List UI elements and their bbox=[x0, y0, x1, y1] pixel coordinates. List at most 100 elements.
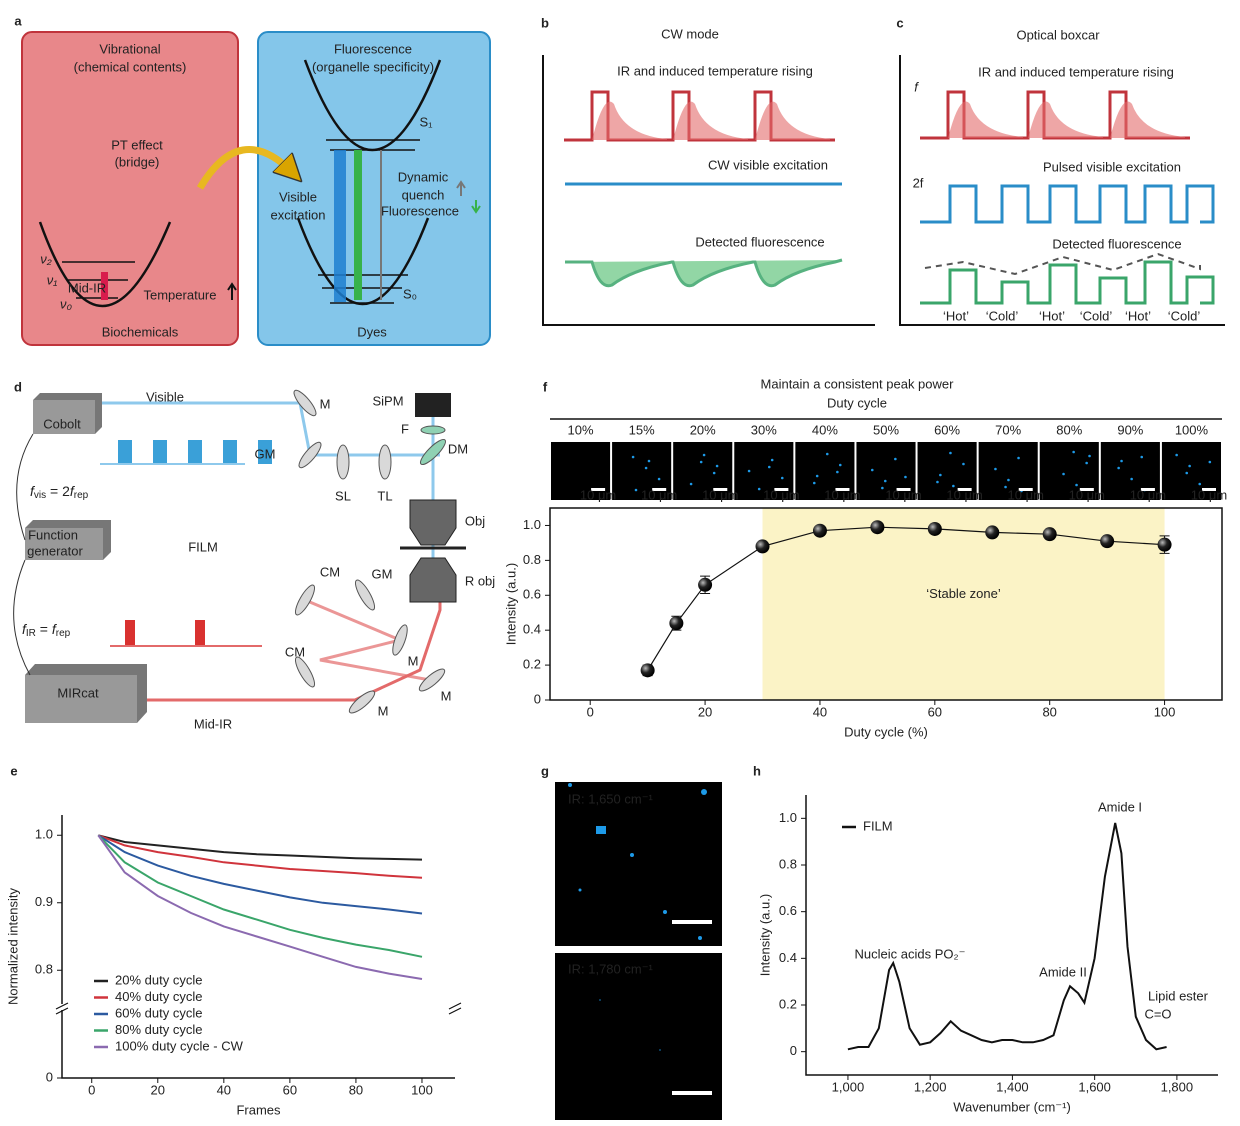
label: ‘Cold’ bbox=[1168, 308, 1201, 323]
label: (bridge) bbox=[115, 154, 160, 169]
ir-pulse bbox=[125, 620, 135, 646]
label: (chemical contents) bbox=[74, 59, 187, 74]
label: SiPM bbox=[372, 393, 403, 408]
label: M bbox=[378, 703, 389, 718]
label: ν₀ bbox=[60, 296, 73, 311]
spot bbox=[1085, 461, 1088, 465]
image-1650 bbox=[555, 782, 722, 946]
peak-annotation: Lipid ester bbox=[1148, 988, 1209, 1003]
label: 90% bbox=[1117, 422, 1143, 437]
shape bbox=[293, 389, 317, 417]
label: S₁ bbox=[419, 114, 433, 129]
y-tick-label: 0.4 bbox=[523, 622, 541, 637]
label: FILM bbox=[188, 539, 218, 554]
excitation-beam bbox=[334, 150, 346, 302]
peak-annotation: Amide I bbox=[1098, 799, 1142, 814]
spot bbox=[1198, 482, 1202, 486]
label: 50% bbox=[873, 422, 899, 437]
shape bbox=[392, 624, 408, 656]
spot bbox=[952, 484, 955, 488]
panel-label: h bbox=[753, 763, 761, 778]
image-strip bbox=[550, 418, 1222, 500]
legend-label: 20% duty cycle bbox=[115, 972, 202, 987]
spot bbox=[883, 479, 887, 483]
mircat-box bbox=[25, 675, 137, 723]
y-tick-label: 1.0 bbox=[779, 810, 797, 825]
down-arrow bbox=[471, 200, 481, 214]
label: Vibrational bbox=[99, 41, 160, 56]
point bbox=[812, 523, 827, 538]
visible-pulse bbox=[153, 440, 167, 464]
y-tick-label: 0 bbox=[534, 691, 541, 706]
label: Detected fluorescence bbox=[1052, 236, 1181, 251]
optics bbox=[293, 389, 447, 714]
formula-part: = 2 bbox=[46, 483, 70, 499]
label: M bbox=[320, 396, 331, 411]
label: IR and induced temperature rising bbox=[978, 64, 1174, 79]
formula-part: f bbox=[22, 621, 28, 637]
peak-annotation: Amide II bbox=[1039, 964, 1087, 979]
legend-label: 40% duty cycle bbox=[115, 989, 202, 1004]
spot bbox=[712, 471, 716, 475]
spot bbox=[1140, 455, 1144, 459]
label: 100% bbox=[1175, 422, 1209, 437]
ir-pulse bbox=[195, 620, 205, 646]
label: ‘Cold’ bbox=[986, 308, 1019, 323]
emission-beam bbox=[354, 150, 362, 300]
label: 2f bbox=[913, 175, 924, 190]
legend-label: 80% duty cycle bbox=[115, 1022, 202, 1037]
formula: fIR = frep bbox=[22, 621, 71, 639]
vibrational-levels bbox=[62, 261, 135, 299]
spot bbox=[1072, 450, 1075, 454]
scale-label: 10 μm bbox=[1069, 487, 1105, 502]
cobolt-box bbox=[33, 400, 95, 434]
visible-pulse bbox=[188, 440, 202, 464]
plot-frame bbox=[549, 507, 1223, 701]
formula-part: f bbox=[30, 483, 36, 499]
series-line bbox=[847, 822, 1167, 1051]
panel-label: a bbox=[14, 13, 22, 28]
x-tick-label: 0 bbox=[587, 704, 594, 719]
label: excitation bbox=[271, 207, 326, 222]
shape bbox=[568, 783, 572, 787]
point bbox=[698, 577, 713, 592]
spot bbox=[1120, 459, 1123, 463]
mircat-box-3d bbox=[25, 664, 147, 723]
x-tick-label: 100 bbox=[411, 1082, 433, 1097]
series-line bbox=[98, 834, 423, 861]
ir-beam bbox=[140, 600, 442, 702]
label: ν₂ bbox=[40, 251, 52, 266]
panel-label: f bbox=[543, 379, 548, 394]
peak-annotation: C=O bbox=[1144, 1006, 1171, 1021]
x-tick-label: 0 bbox=[88, 1082, 95, 1097]
point bbox=[927, 521, 942, 536]
spot bbox=[1088, 454, 1091, 458]
label: M bbox=[441, 688, 452, 703]
point bbox=[669, 616, 684, 631]
up-arrow bbox=[456, 180, 466, 196]
formula-part: = bbox=[36, 621, 52, 637]
x-tick-label: 60 bbox=[283, 1082, 297, 1097]
spot bbox=[715, 464, 719, 468]
temperature-decay bbox=[948, 101, 1023, 138]
up-arrow bbox=[227, 282, 237, 300]
label: TL bbox=[377, 488, 392, 503]
legend-label: 60% duty cycle bbox=[115, 1005, 202, 1020]
label: MIRcat bbox=[57, 685, 99, 700]
label: Maintain a consistent peak power bbox=[761, 376, 955, 391]
temperature-decay bbox=[592, 101, 667, 140]
spot bbox=[904, 475, 907, 479]
spot bbox=[962, 462, 965, 466]
scale-label: 10 μm bbox=[1130, 487, 1166, 502]
label: Mid-IR bbox=[194, 716, 232, 731]
label: R obj bbox=[465, 573, 495, 588]
label: Fluorescence bbox=[381, 203, 459, 218]
label: 40% bbox=[812, 422, 838, 437]
x-tick-label: 20 bbox=[151, 1082, 165, 1097]
formula-part: vis bbox=[34, 490, 46, 501]
shape bbox=[418, 668, 446, 692]
label: IR: 1,780 cm⁻¹ bbox=[568, 961, 654, 976]
y-axis-label: Intensity (a.u.) bbox=[757, 894, 772, 976]
cables bbox=[13, 433, 34, 676]
label: IR and induced temperature rising bbox=[617, 63, 813, 78]
